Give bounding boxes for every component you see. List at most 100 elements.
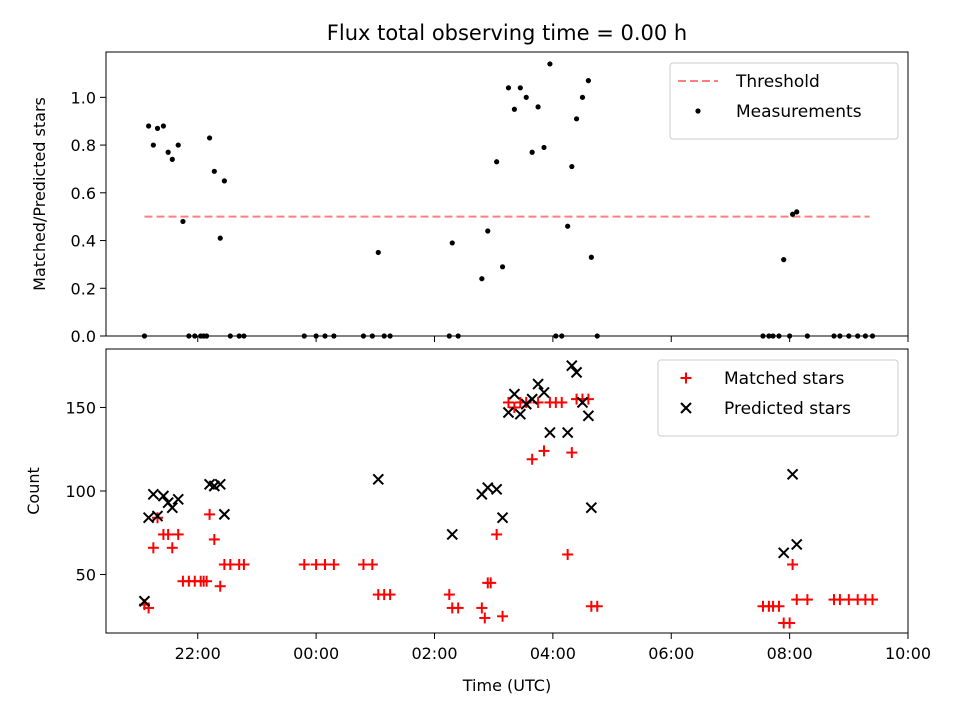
- data-point: [566, 359, 578, 372]
- data-point: [566, 447, 578, 459]
- y-tick-label: 0.4: [71, 232, 96, 251]
- data-point: [214, 580, 226, 592]
- data-point: [375, 249, 381, 256]
- data-point: [485, 577, 497, 589]
- count-panel: 22:00 00:00 02:00 04:00 06:00 08:00 10:00 50 100…: [65, 348, 931, 663]
- data-point: [801, 594, 813, 606]
- data-point: [791, 594, 803, 606]
- data-point: [166, 501, 178, 514]
- legend: Threshold Measurements: [669, 62, 899, 140]
- bottom-y-axis-label: Count: [24, 467, 43, 515]
- legend-label: Matched stars: [724, 369, 844, 389]
- legend-label: Predicted stars: [724, 399, 851, 419]
- data-point: [573, 116, 580, 122]
- data-point: [517, 85, 523, 91]
- ratio-panel: 0.0 0.2 0.4 0.6 0.8 1.0 Threshold Measurements: [71, 51, 909, 346]
- data-point: [206, 135, 213, 141]
- data-point: [147, 488, 160, 501]
- data-point: [505, 85, 512, 91]
- data-point: [217, 235, 223, 241]
- data-point: [585, 501, 598, 514]
- data-point: [384, 589, 396, 601]
- plot-frame: [105, 51, 909, 337]
- data-point: [491, 528, 503, 540]
- data-point: [582, 410, 595, 422]
- data-point: [579, 94, 586, 100]
- legend-swatch: [695, 108, 701, 114]
- data-point: [485, 228, 491, 234]
- x-tick-label: 00:00: [293, 644, 339, 663]
- data-point: [490, 483, 503, 496]
- data-point: [201, 575, 213, 587]
- data-point: [482, 481, 494, 494]
- data-point: [211, 168, 217, 174]
- y-tick-label: 0.8: [71, 136, 96, 155]
- data-point: [146, 123, 152, 129]
- y-tick-label: 150: [65, 398, 96, 417]
- data-point: [180, 218, 186, 225]
- data-point: [588, 254, 594, 260]
- data-point: [238, 559, 250, 571]
- data-point: [547, 61, 553, 67]
- data-point: [538, 445, 550, 457]
- data-point: [502, 406, 515, 419]
- data-point: [562, 548, 574, 560]
- chart-title: Flux total observing time = 0.00 h: [327, 21, 687, 45]
- data-point: [791, 538, 803, 551]
- data-point: [147, 542, 159, 554]
- data-point: [172, 493, 184, 506]
- data-point: [154, 125, 161, 131]
- data-point: [221, 178, 227, 184]
- data-point: [449, 240, 455, 246]
- data-point: [585, 78, 591, 84]
- data-point: [142, 512, 155, 524]
- legend-label: Threshold: [735, 72, 820, 92]
- data-point: [784, 617, 796, 629]
- x-tick-label: 08:00: [767, 644, 813, 663]
- legend-box: [657, 359, 899, 437]
- x-tick-label: 22:00: [175, 644, 221, 663]
- data-point: [576, 396, 589, 409]
- data-point: [787, 559, 799, 571]
- y-tick-label: 100: [65, 482, 96, 501]
- data-point: [204, 508, 216, 520]
- data-point: [591, 600, 603, 612]
- data-point: [556, 396, 568, 408]
- y-tick-label: 0.6: [71, 184, 96, 203]
- data-point: [526, 393, 538, 405]
- data-point: [561, 426, 574, 439]
- data-point: [789, 211, 796, 217]
- data-point: [214, 478, 226, 491]
- data-point: [328, 559, 340, 571]
- data-point: [497, 610, 509, 622]
- data-point: [175, 142, 181, 148]
- data-point: [443, 589, 455, 601]
- data-point: [570, 366, 583, 379]
- data-point: [544, 426, 556, 439]
- x-tick-label: 04:00: [530, 644, 576, 663]
- data-point: [535, 104, 541, 110]
- data-point: [866, 594, 878, 606]
- data-point: [157, 490, 170, 502]
- x-tick-label: 10:00: [885, 644, 931, 663]
- data-point: [494, 159, 500, 165]
- data-point: [496, 512, 509, 524]
- data-point: [165, 149, 171, 155]
- data-point: [218, 508, 231, 521]
- data-point: [511, 106, 517, 112]
- data-point: [366, 559, 378, 571]
- data-point: [172, 528, 184, 540]
- data-point: [151, 512, 163, 524]
- data-point: [298, 559, 310, 571]
- legend-box: [669, 62, 899, 140]
- data-point: [773, 600, 785, 612]
- data-point: [372, 473, 384, 486]
- data-point: [786, 468, 799, 481]
- series-plus: [138, 393, 878, 629]
- legend-swatch: [680, 372, 692, 384]
- data-point: [565, 223, 571, 229]
- x-tick-label: 06:00: [648, 644, 694, 663]
- data-point: [532, 378, 544, 390]
- data-point: [529, 149, 535, 155]
